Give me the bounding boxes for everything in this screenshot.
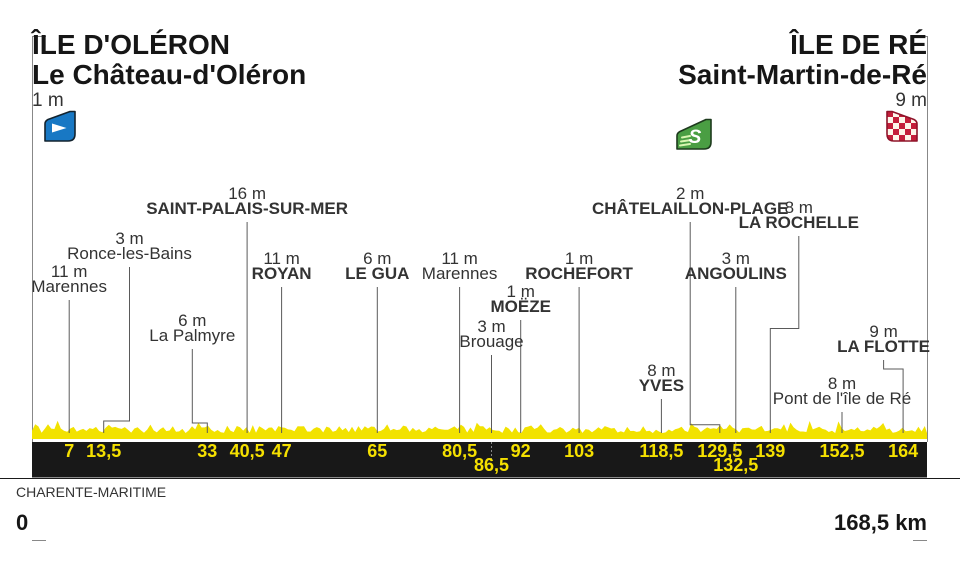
svg-text:164: 164 bbox=[888, 441, 918, 461]
svg-text:92: 92 bbox=[511, 441, 531, 461]
svg-text:139: 139 bbox=[755, 441, 785, 461]
svg-text:80,5: 80,5 bbox=[442, 441, 477, 461]
svg-text:ANGOULINS: ANGOULINS bbox=[685, 264, 787, 283]
svg-text:40,5: 40,5 bbox=[230, 441, 265, 461]
svg-text:13,5: 13,5 bbox=[86, 441, 121, 461]
svg-text:LA FLOTTE: LA FLOTTE bbox=[837, 337, 930, 356]
svg-text:65: 65 bbox=[367, 441, 387, 461]
svg-text:YVES: YVES bbox=[639, 376, 684, 395]
svg-text:Marennes: Marennes bbox=[422, 264, 498, 283]
svg-text:LE GUA: LE GUA bbox=[345, 264, 409, 283]
svg-text:118,5: 118,5 bbox=[639, 441, 683, 461]
svg-text:ROCHEFORT: ROCHEFORT bbox=[525, 264, 633, 283]
svg-text:86,5: 86,5 bbox=[474, 455, 509, 475]
svg-text:103: 103 bbox=[564, 441, 594, 461]
svg-text:Brouage: Brouage bbox=[459, 332, 523, 351]
svg-text:MOËZE: MOËZE bbox=[490, 297, 550, 316]
svg-text:Pont de l'île de Ré: Pont de l'île de Ré bbox=[773, 389, 911, 408]
svg-text:132,5: 132,5 bbox=[713, 455, 758, 475]
svg-text:LA ROCHELLE: LA ROCHELLE bbox=[739, 213, 859, 232]
svg-text:SAINT-PALAIS-SUR-MER: SAINT-PALAIS-SUR-MER bbox=[146, 199, 348, 218]
svg-text:33: 33 bbox=[197, 441, 217, 461]
svg-text:152,5: 152,5 bbox=[819, 441, 864, 461]
svg-text:Marennes: Marennes bbox=[31, 277, 107, 296]
svg-text:Ronce-les-Bains: Ronce-les-Bains bbox=[67, 244, 192, 263]
svg-text:7: 7 bbox=[64, 441, 74, 461]
svg-text:La Palmyre: La Palmyre bbox=[149, 326, 235, 345]
svg-text:ROYAN: ROYAN bbox=[252, 264, 312, 283]
svg-text:47: 47 bbox=[272, 441, 292, 461]
